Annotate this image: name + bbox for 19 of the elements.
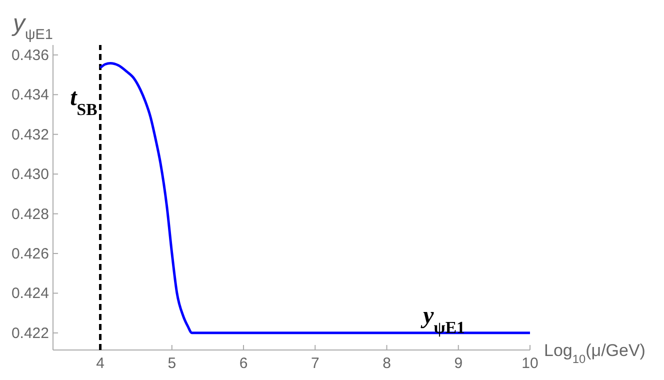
y-axis-title: y$_{ψE1}$: [11, 10, 53, 43]
y-tick-label: 0.434: [11, 86, 49, 104]
x-axis-title: Log$_{10}$(μ/GeV): [544, 341, 646, 366]
x-tick-label: 9: [454, 355, 463, 372]
x-tick-label: 7: [310, 355, 320, 372]
x-tick-label: 4: [96, 355, 104, 372]
y-tick-label: 0.428: [11, 206, 49, 223]
x-tick-label: 10: [522, 355, 538, 372]
y-tick-label: 0.422: [11, 324, 49, 342]
y-tick-label: 0.424: [11, 285, 49, 302]
y-tick-label: 0.436: [11, 46, 49, 64]
x-tick-label: 6: [239, 355, 248, 372]
annotation: y$_{ψE1}$: [420, 302, 465, 336]
x-tick-label: 8: [382, 355, 391, 372]
y-tick-label: 0.432: [11, 126, 49, 144]
y-tick-label: 0.430: [11, 166, 49, 184]
x-tick-label: 5: [168, 355, 176, 372]
y-tick-label: 0.426: [11, 245, 49, 262]
ref-line-label: t$_{SB}$: [70, 85, 98, 118]
